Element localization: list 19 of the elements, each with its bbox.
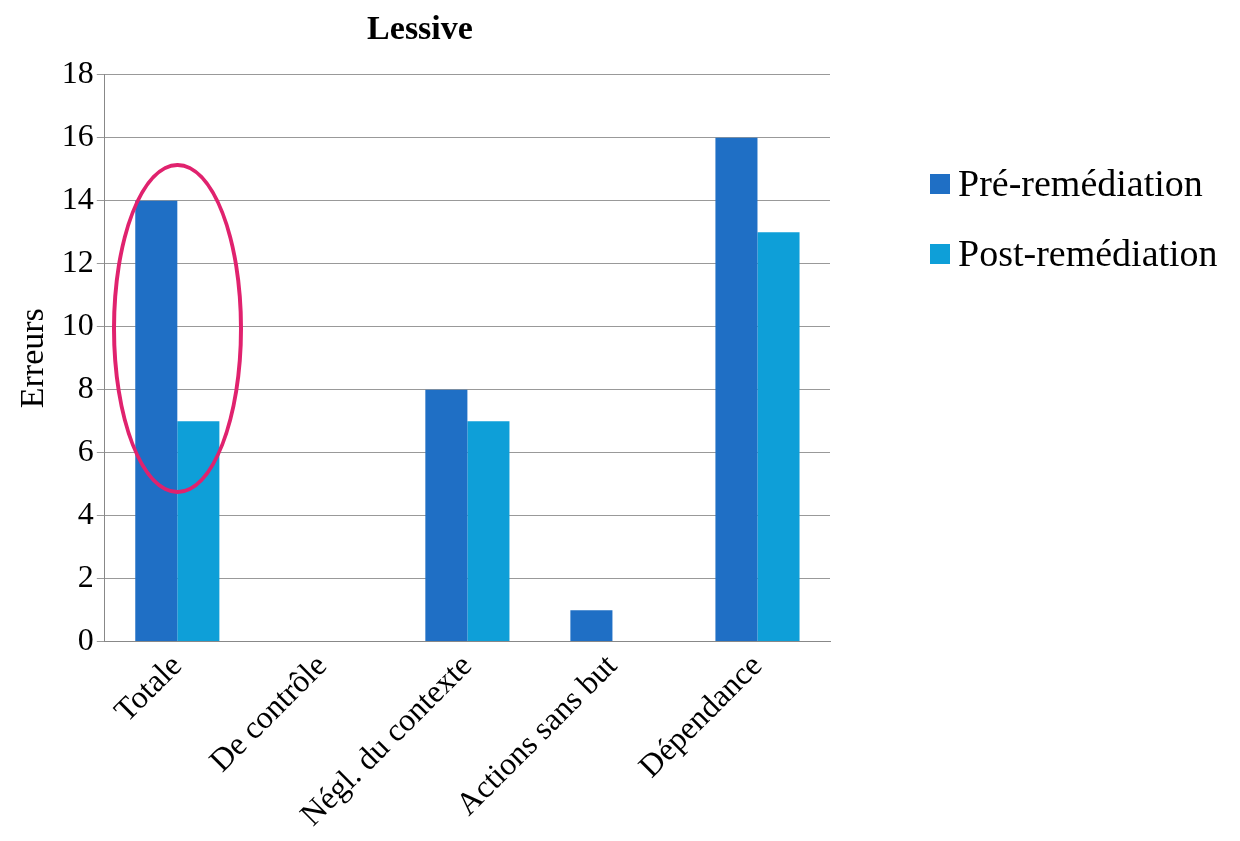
y-tick-label: 18 [61, 54, 94, 91]
y-tick-label: 0 [77, 621, 94, 658]
bar [467, 421, 510, 642]
legend-label: Pré-remédiation [958, 161, 1204, 206]
y-tick-label: 14 [61, 180, 94, 217]
bar [425, 389, 468, 642]
y-tick-label: 8 [77, 369, 94, 406]
bar [570, 610, 613, 642]
y-tick-label: 16 [61, 117, 94, 154]
y-tick-label: 10 [61, 306, 94, 343]
y-tick-label: 4 [77, 495, 94, 532]
y-tick-label: 12 [61, 243, 94, 280]
bar [757, 232, 800, 642]
y-axis-title: Erreurs [13, 308, 51, 409]
y-tick-label: 2 [77, 558, 94, 595]
legend-label: Post-remédiation [958, 231, 1219, 276]
y-tick-label: 6 [77, 432, 94, 469]
chart-title: Lessive [367, 9, 473, 47]
bar [715, 137, 758, 642]
